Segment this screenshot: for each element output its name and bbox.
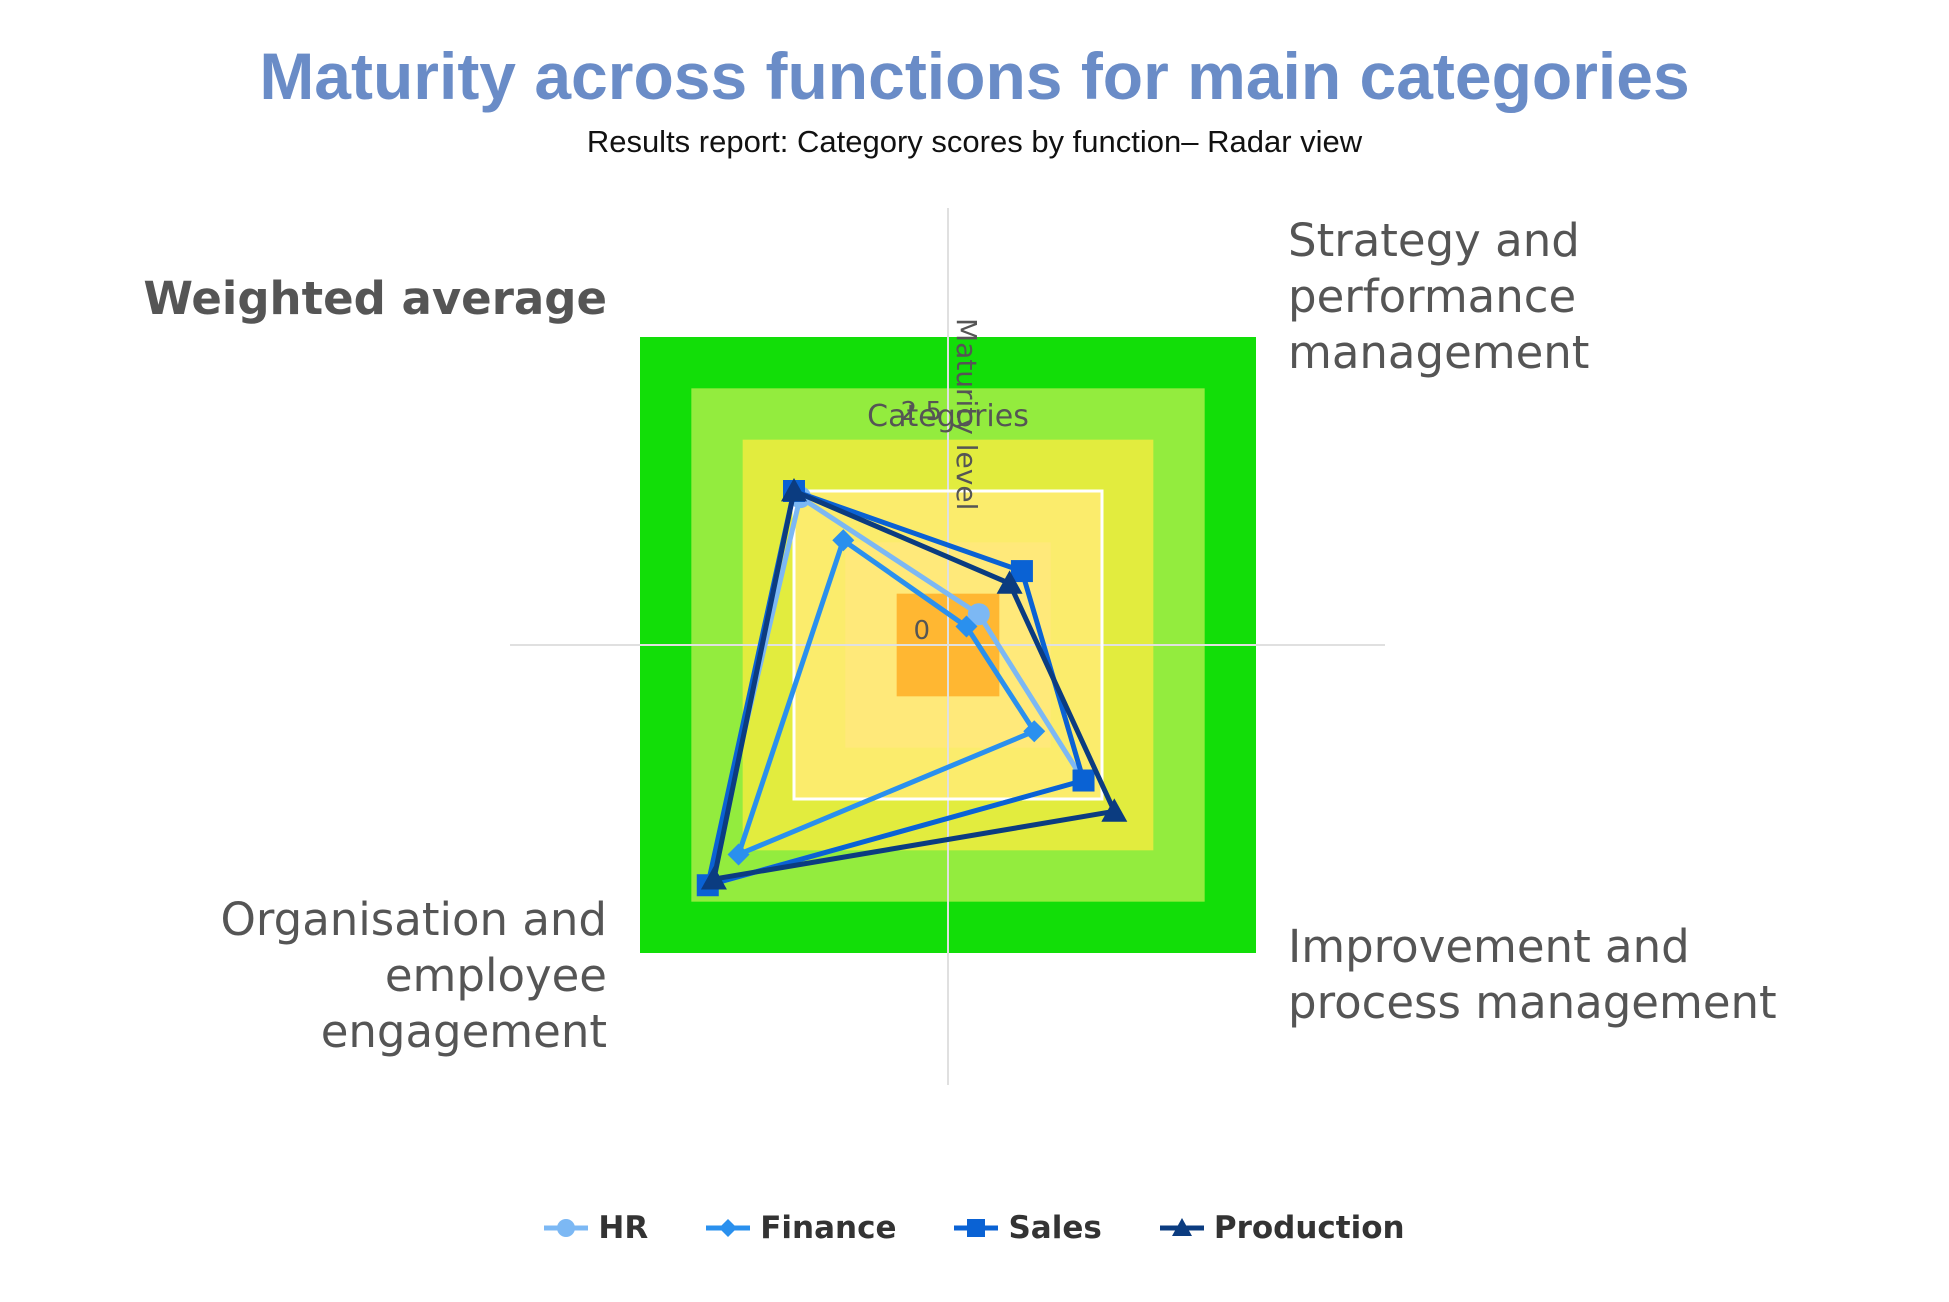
category-label-line: Improvement and (1288, 920, 1690, 973)
tick-label-2-5: 2.5 (901, 397, 942, 427)
category-label-line: engagement (321, 1005, 607, 1058)
point-hr-2[interactable] (967, 603, 990, 626)
point-sales-3[interactable] (1072, 769, 1095, 792)
category-label-1: Weighted average (143, 272, 607, 325)
legend-item-hr[interactable]: HR (544, 1210, 648, 1246)
x-axis-label: Categories (867, 399, 1029, 434)
point-sales-2[interactable] (1010, 560, 1033, 583)
legend-marker-square-icon (954, 1219, 999, 1237)
legend-marker-circle-icon (544, 1219, 589, 1237)
chart-subtitle: Results report: Category scores by funct… (586, 124, 1363, 159)
legend: HR Finance Sales Production (0, 1210, 1949, 1246)
point-production-1[interactable] (781, 478, 807, 502)
tick-label-0: 0 (913, 616, 930, 646)
category-label-line: Weighted average (143, 272, 607, 325)
point-production-3[interactable] (1101, 798, 1128, 822)
legend-marker-diamond-icon (706, 1219, 751, 1237)
category-label-2: Strategy and performance management (1288, 214, 1589, 379)
point-production-4[interactable] (700, 866, 727, 890)
point-finance-1[interactable] (832, 529, 855, 552)
legend-label: Production (1213, 1210, 1405, 1246)
series-production (700, 478, 1128, 890)
category-label-line: employee (385, 949, 607, 1002)
category-label-4: Organisation and employee engagement (221, 893, 607, 1058)
legend-marker-triangle-icon (1159, 1218, 1204, 1236)
legend-label: Finance (760, 1210, 897, 1246)
legend-item-production[interactable]: Production (1159, 1210, 1405, 1246)
chart-title: Maturity across functions for main categ… (259, 39, 1690, 113)
point-production-2[interactable] (996, 570, 1023, 594)
legend-label: HR (598, 1210, 649, 1246)
category-label-line: Strategy and (1288, 214, 1580, 267)
category-label-line: management (1288, 326, 1589, 379)
point-finance-4[interactable] (727, 843, 750, 866)
category-label-line: performance (1288, 270, 1576, 323)
y-axis-label: Maturity level (950, 318, 983, 510)
legend-label: Sales (1008, 1210, 1102, 1246)
category-label-line: Organisation and (221, 893, 607, 946)
point-finance-3[interactable] (1023, 720, 1046, 743)
grid-ring-2-5 (792, 489, 1104, 801)
point-finance-2[interactable] (955, 615, 978, 638)
legend-item-sales[interactable]: Sales (954, 1210, 1102, 1246)
legend-item-finance[interactable]: Finance (706, 1210, 896, 1246)
category-label-line: process management (1288, 976, 1777, 1029)
series-finance (727, 529, 1046, 866)
category-label-3: Improvement and process management (1288, 920, 1777, 1029)
